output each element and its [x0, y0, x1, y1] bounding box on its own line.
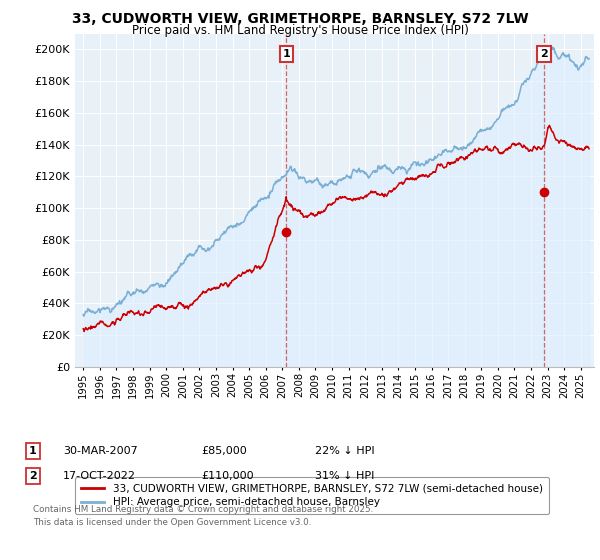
- Text: 31% ↓ HPI: 31% ↓ HPI: [315, 471, 374, 481]
- Text: 33, CUDWORTH VIEW, GRIMETHORPE, BARNSLEY, S72 7LW: 33, CUDWORTH VIEW, GRIMETHORPE, BARNSLEY…: [71, 12, 529, 26]
- Text: Price paid vs. HM Land Registry's House Price Index (HPI): Price paid vs. HM Land Registry's House …: [131, 24, 469, 36]
- Text: £85,000: £85,000: [201, 446, 247, 456]
- Text: 1: 1: [29, 446, 37, 456]
- Text: 2: 2: [29, 471, 37, 481]
- Text: £110,000: £110,000: [201, 471, 254, 481]
- Text: 30-MAR-2007: 30-MAR-2007: [63, 446, 138, 456]
- Text: 1: 1: [283, 49, 290, 59]
- Legend: 33, CUDWORTH VIEW, GRIMETHORPE, BARNSLEY, S72 7LW (semi-detached house), HPI: Av: 33, CUDWORTH VIEW, GRIMETHORPE, BARNSLEY…: [75, 477, 549, 514]
- Text: 17-OCT-2022: 17-OCT-2022: [63, 471, 136, 481]
- Text: 2: 2: [540, 49, 548, 59]
- Text: Contains HM Land Registry data © Crown copyright and database right 2025.
This d: Contains HM Land Registry data © Crown c…: [33, 505, 373, 528]
- Text: 22% ↓ HPI: 22% ↓ HPI: [315, 446, 374, 456]
